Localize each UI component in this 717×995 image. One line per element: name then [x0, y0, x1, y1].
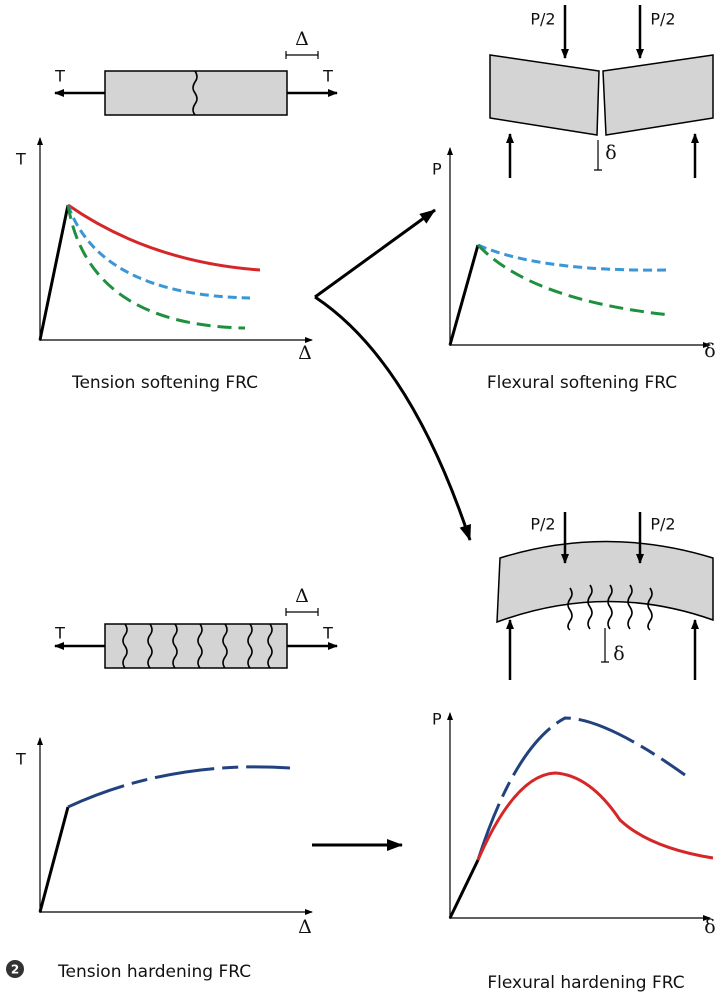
x-axis-label: Δ	[298, 916, 312, 938]
deflection-label: δ	[605, 142, 616, 164]
load-label: P/2	[650, 515, 675, 534]
load-label: P/2	[530, 515, 555, 534]
displacement-marker	[285, 51, 319, 59]
displacement-label: Δ	[295, 585, 309, 607]
tension-softening: T T Δ T Δ Tension softening FRC	[15, 28, 338, 393]
cracks	[567, 584, 653, 631]
y-axis-label: T	[15, 150, 26, 169]
curve	[476, 771, 714, 861]
transition-arrow	[314, 295, 472, 541]
flexural-hardening: P/2 P/2 δ P δ Flexural hardening FRC	[432, 512, 716, 993]
crack	[192, 70, 198, 116]
beam	[496, 540, 714, 624]
y-axis-label: T	[15, 750, 26, 769]
y-axis-label: P	[432, 160, 442, 179]
curve	[476, 243, 671, 317]
deflection-marker	[594, 140, 602, 171]
x-axis-label: Δ	[298, 342, 312, 364]
load-label: P/2	[530, 10, 555, 29]
displacement-marker	[285, 608, 319, 616]
panel-label: Flexural hardening FRC	[487, 973, 684, 993]
curve	[448, 244, 480, 346]
cracks	[122, 623, 273, 669]
curve	[477, 243, 671, 272]
beam-half	[602, 54, 714, 136]
force-label: T	[54, 67, 65, 86]
tension-hardening: T T Δ T Δ 2 Tension hardening FRC	[6, 585, 338, 982]
curve	[448, 859, 480, 919]
force-label: T	[322, 624, 333, 643]
curve	[38, 806, 70, 913]
force-label: T	[322, 67, 333, 86]
panel-label: Tension softening FRC	[71, 373, 258, 393]
displacement-label: Δ	[295, 28, 309, 50]
deflection-marker	[601, 628, 609, 663]
panel-label: Flexural softening FRC	[487, 373, 677, 393]
curve	[66, 204, 251, 300]
panel-label: Tension hardening FRC	[57, 962, 251, 982]
badge-number: 2	[11, 963, 19, 977]
curve	[38, 204, 70, 341]
load-label: P/2	[650, 10, 675, 29]
deflection-label: δ	[613, 643, 624, 665]
beam-half	[489, 54, 600, 136]
x-axis-label: δ	[704, 340, 715, 362]
curve	[67, 765, 291, 809]
curve	[66, 204, 246, 330]
transition-arrow	[314, 208, 436, 299]
curve	[67, 203, 261, 272]
force-label: T	[54, 624, 65, 643]
specimen	[104, 623, 288, 669]
badge	[6, 960, 24, 978]
y-axis-label: P	[432, 710, 442, 729]
curve	[476, 716, 686, 861]
specimen	[104, 70, 288, 116]
flexural-softening: P/2 P/2 δ P δ Flexural softening FRC	[432, 5, 716, 393]
x-axis-label: δ	[704, 916, 715, 938]
